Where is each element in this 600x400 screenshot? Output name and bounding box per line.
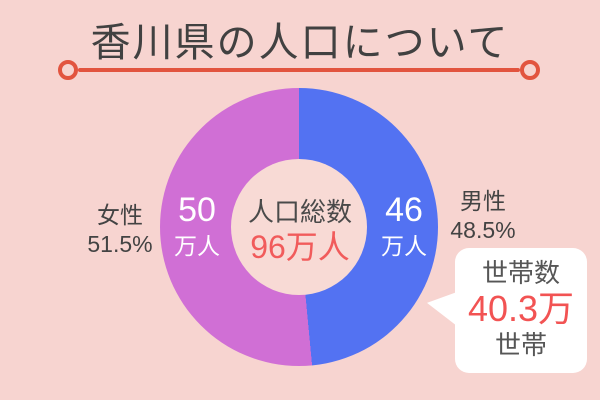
households-value: 40.3万 (467, 288, 575, 329)
male-segment-value: 46 万人 (344, 192, 464, 261)
male-value-number: 46 (385, 191, 423, 229)
male-legend-label: 男性 48.5% (423, 187, 543, 245)
female-value-unit: 万人 (174, 233, 220, 259)
total-population-value: 96万人 (250, 229, 350, 265)
female-legend-label: 女性 51.5% (60, 201, 180, 259)
donut-center-label: 人口総数 96万人 (230, 198, 370, 264)
underline-ring-left-icon (58, 60, 78, 80)
male-value-unit: 万人 (381, 233, 427, 259)
female-value-number: 50 (178, 191, 216, 229)
female-name: 女性 (97, 202, 143, 228)
underline-ring-right-icon (520, 60, 540, 80)
male-percent: 48.5% (450, 217, 516, 243)
page-title: 香川県の人口について (90, 21, 510, 65)
households-label: 世帯数 (481, 258, 560, 288)
callout-bubble: 世帯数 40.3万 世帯 (455, 248, 587, 373)
donut-chart (160, 88, 438, 366)
households-unit: 世帯 (494, 330, 547, 360)
female-segment-value: 50 万人 (137, 192, 257, 261)
callout-bubble-tail (427, 292, 457, 326)
total-population-label: 人口総数 (247, 197, 352, 227)
male-name: 男性 (460, 188, 506, 214)
title-underline (78, 68, 520, 72)
donut-hole (231, 159, 367, 295)
female-percent: 51.5% (87, 231, 153, 257)
